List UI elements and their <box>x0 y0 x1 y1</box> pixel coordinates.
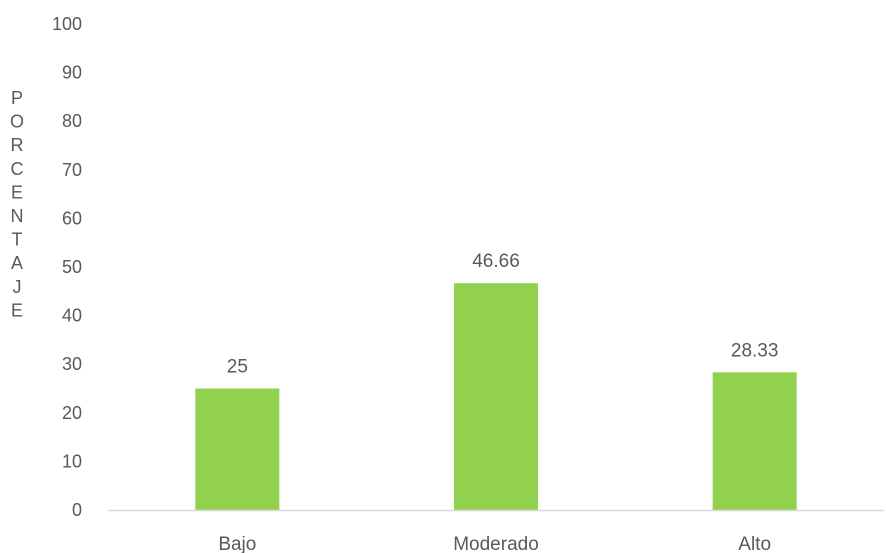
y-axis-label-letter: C <box>11 159 24 179</box>
y-axis-label-letter: P <box>11 88 23 108</box>
y-axis-label-letter: T <box>12 230 23 250</box>
y-axis-label-letter: J <box>13 277 22 297</box>
y-tick-label: 70 <box>62 160 82 180</box>
y-axis-label-letter: A <box>11 253 23 273</box>
y-axis-label-letter: E <box>11 182 23 202</box>
category-label-moderado: Moderado <box>453 534 539 553</box>
data-label-moderado: 46.66 <box>472 251 520 272</box>
y-axis-label-letter: O <box>10 112 24 132</box>
data-label-bajo: 25 <box>227 357 248 378</box>
y-tick-label: 30 <box>62 354 82 374</box>
y-tick-label: 10 <box>62 451 82 471</box>
bar-bajo <box>195 388 280 510</box>
x-axis-categories: Bajo Moderado Alto <box>218 534 771 553</box>
y-tick-label: 0 <box>72 500 82 520</box>
bar-alto <box>712 372 797 510</box>
data-label-alto: 28.33 <box>731 340 779 361</box>
y-tick-label: 20 <box>62 403 82 423</box>
y-axis-label-letter: R <box>11 135 24 155</box>
bars <box>195 283 797 510</box>
y-tick-label: 50 <box>62 257 82 277</box>
category-label-bajo: Bajo <box>218 534 256 553</box>
y-tick-label: 100 <box>52 14 82 34</box>
bar-moderado <box>454 283 538 510</box>
y-tick-label: 80 <box>62 111 82 131</box>
y-axis-label-letter: E <box>11 300 23 320</box>
y-tick-label: 90 <box>62 63 82 83</box>
y-axis-label-letter: N <box>11 206 24 226</box>
y-tick-label: 60 <box>62 208 82 228</box>
y-tick-label: 40 <box>62 306 82 326</box>
y-axis-ticks: 0 10 20 30 40 50 60 70 80 90 100 <box>52 14 82 520</box>
data-labels: 25 46.66 28.33 <box>227 251 779 377</box>
category-label-alto: Alto <box>738 534 771 553</box>
